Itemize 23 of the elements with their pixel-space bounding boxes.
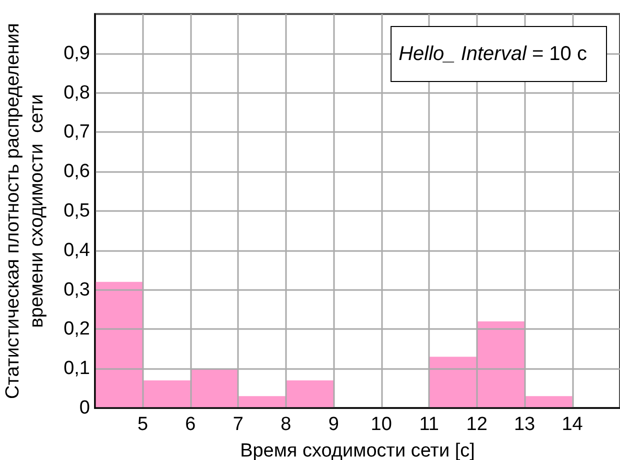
y-axis-title: Статистическая плотность распределения времени сходимости сети [2,23,48,399]
y-tick-label: 0,1 [64,358,90,380]
x-tick-label: 8 [280,414,292,435]
y-tick-label: 0,7 [64,122,90,143]
y-tick-label: 0,2 [64,318,90,340]
x-tick-label: 10 [370,414,392,435]
x-axis-title: Время сходимости сети [с] [240,440,475,460]
x-tick-label: 11 [419,414,439,435]
y-tick-label: 0,6 [64,161,90,182]
x-tick-label: 12 [466,414,488,435]
x-tick-label: 5 [137,414,148,435]
x-tick-label: 14 [562,414,584,435]
y-tick-label: 0,3 [64,279,90,300]
annotation: Hello_ Interval = 10 с [398,43,588,65]
x-tick-label: 9 [328,414,339,435]
y-tick-label: 0,9 [64,42,90,64]
y-tick-label: 0,8 [64,82,90,104]
y-tick-label: 0,4 [64,240,90,261]
y-tick-label: 0 [79,398,90,418]
x-tick-label: 13 [514,414,536,435]
y-tick-label: 0,5 [64,200,90,222]
x-tick-label: 6 [185,414,196,435]
x-tick-label: 7 [232,414,244,435]
